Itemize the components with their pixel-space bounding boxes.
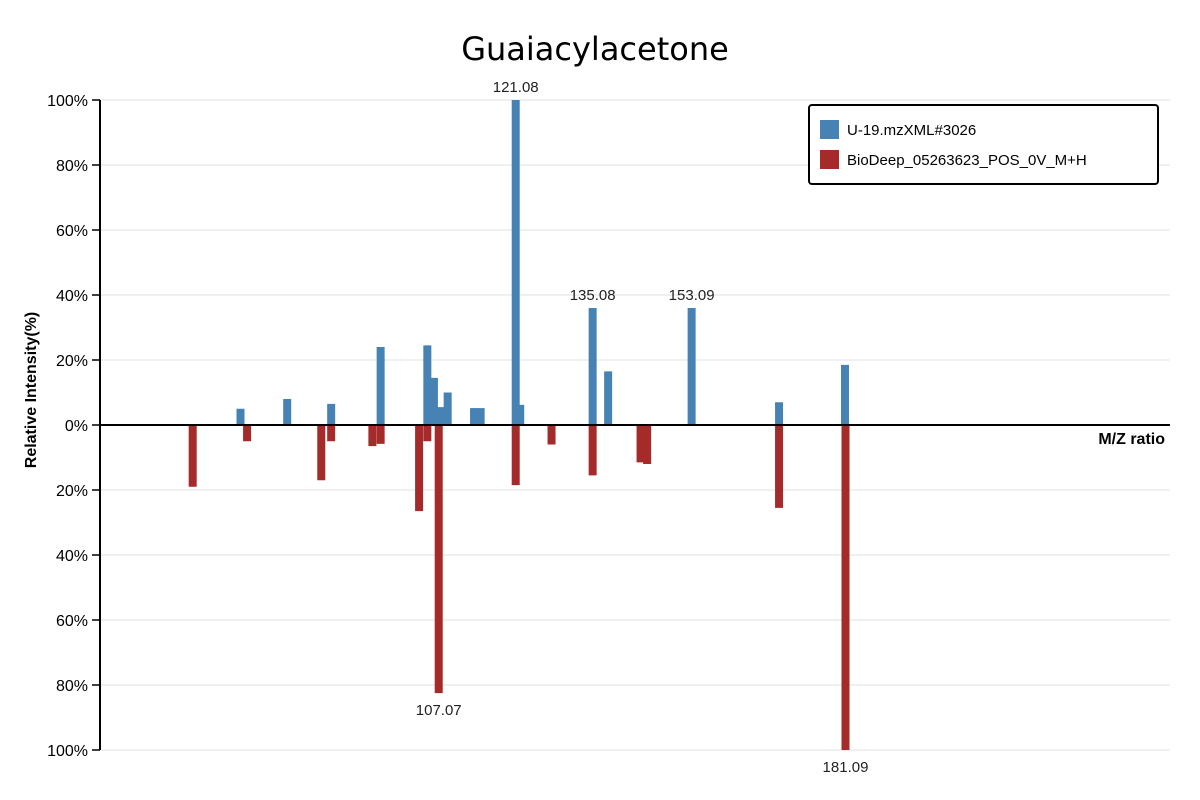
sample-peak-bar: [470, 408, 479, 425]
y-tick-label: 100%: [47, 93, 88, 110]
legend-label-reference: BioDeep_05263623_POS_0V_M+H: [847, 152, 1087, 169]
sample-peak-bar: [775, 402, 784, 425]
reference-peak-bar: [415, 425, 424, 512]
y-tick-label: 40%: [56, 548, 88, 565]
reference-peak-bar: [643, 425, 652, 464]
legend: U-19.mzXML#3026 BioDeep_05263623_POS_0V_…: [808, 104, 1159, 185]
y-tick-label: 0%: [65, 418, 88, 435]
y-axis-label: Relative Intensity(%): [23, 312, 40, 468]
sample-peak-bar: [476, 408, 485, 425]
sample-peak-bar: [429, 377, 438, 425]
peak-label: 153.09: [669, 287, 715, 304]
sample-peak-bar: [516, 404, 525, 425]
spectrum-bars: [188, 100, 850, 750]
reference-peak-bar: [317, 425, 326, 481]
x-axis-label: M/Z ratio: [1098, 431, 1165, 448]
sample-peak-bar: [511, 100, 520, 425]
reference-peak-bar: [547, 425, 556, 445]
peak-labels: 121.08 135.08 153.09 107.07 181.09: [416, 79, 869, 776]
peak-label: 135.08: [570, 287, 616, 304]
reference-peak-bar: [434, 425, 443, 694]
sample-peak-bar: [283, 399, 292, 425]
sample-peak-bar: [376, 347, 385, 425]
chart-title: Guaiacylacetone: [461, 30, 729, 68]
y-tick-label: 60%: [56, 613, 88, 630]
peak-label: 121.08: [493, 79, 539, 96]
y-tick-label: 80%: [56, 158, 88, 175]
peak-label: 107.07: [416, 702, 462, 719]
y-tick-label: 100%: [47, 743, 88, 760]
reference-peak-bar: [423, 425, 432, 442]
reference-peak-bar: [368, 425, 377, 447]
sample-peak-bar: [604, 371, 613, 425]
y-axis-ticks: 100% 80% 60% 40% 20% 0% 20% 40% 60% 80% 100%: [47, 93, 100, 760]
reference-peak-bar: [588, 425, 597, 476]
reference-peak-bar: [775, 425, 784, 508]
grid-lines: [100, 99, 1170, 751]
legend-box: [808, 104, 1159, 185]
sample-peak-bar: [327, 403, 336, 425]
y-tick-label: 20%: [56, 353, 88, 370]
reference-peak-bar: [327, 425, 336, 442]
reference-peak-bar: [188, 425, 197, 487]
reference-peak-bar: [376, 425, 385, 444]
y-tick-label: 60%: [56, 223, 88, 240]
sample-peak-bar: [437, 407, 446, 425]
sample-peak-bar: [687, 308, 696, 425]
y-tick-label: 20%: [56, 483, 88, 500]
peak-label: 181.09: [823, 759, 869, 776]
sample-peak-bar: [236, 408, 245, 425]
reference-peak-bar: [511, 425, 520, 486]
reference-peak-bar: [243, 425, 252, 442]
sample-peak-bar: [443, 392, 452, 425]
sample-peak-bar: [841, 364, 849, 425]
reference-peak-bar: [636, 425, 645, 463]
sample-peak-bar: [423, 345, 432, 425]
sample-peak-bar: [588, 308, 597, 425]
y-tick-label: 40%: [56, 288, 88, 305]
y-tick-label: 80%: [56, 678, 88, 695]
reference-peak-bar: [841, 425, 850, 750]
legend-label-sample: U-19.mzXML#3026: [847, 122, 976, 139]
legend-swatch-reference: [820, 150, 839, 169]
legend-swatch-sample: [820, 120, 839, 139]
